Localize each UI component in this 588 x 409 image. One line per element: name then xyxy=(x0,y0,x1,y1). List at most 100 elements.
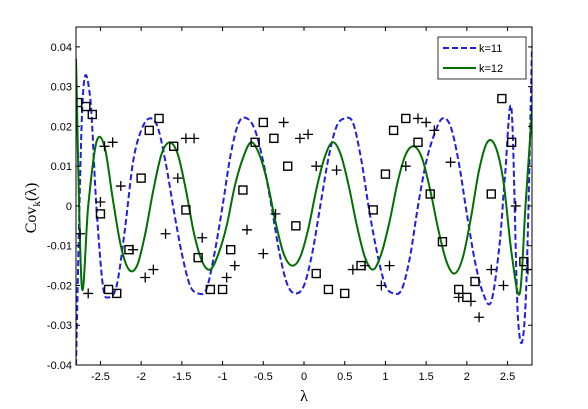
square-marker xyxy=(368,205,378,215)
plus-marker xyxy=(160,228,171,239)
x-tick-label: -0.5 xyxy=(254,371,273,383)
plus-marker xyxy=(197,232,208,243)
square-marker xyxy=(323,284,334,295)
square-marker xyxy=(497,93,507,104)
square-marker xyxy=(258,117,268,128)
square-marker xyxy=(340,288,350,299)
plus-marker xyxy=(510,200,521,211)
square-marker xyxy=(144,125,154,136)
plus-marker xyxy=(311,161,322,172)
series-line-k12 xyxy=(76,58,532,296)
plus-marker xyxy=(99,141,110,152)
marker-layer xyxy=(76,93,532,323)
plus-marker xyxy=(486,264,497,275)
plus-marker xyxy=(242,224,252,235)
y-tick-label: -0.04 xyxy=(47,360,72,372)
square-marker xyxy=(269,133,279,144)
plus-marker xyxy=(376,280,387,291)
x-tick-label: 2 xyxy=(464,371,470,383)
y-tick-label: 0 xyxy=(66,201,72,213)
legend: k=11 k=12 xyxy=(437,36,527,80)
plus-marker xyxy=(172,173,183,184)
plus-marker xyxy=(474,312,485,323)
y-axis: -0.04 -0.03 -0.02 -0.01 0 0.01 0.02 0.03 0.04 xyxy=(47,42,532,372)
plus-marker xyxy=(384,260,395,271)
plus-marker xyxy=(270,208,281,219)
y-axis-label-sub: k xyxy=(31,201,43,207)
plus-marker xyxy=(258,248,269,259)
plus-marker xyxy=(107,137,118,148)
legend-box xyxy=(437,36,527,80)
x-tick-label: 0.5 xyxy=(337,371,352,383)
y-tick-label: 0.03 xyxy=(51,82,72,94)
square-marker xyxy=(238,185,248,195)
plus-marker xyxy=(83,288,94,299)
y-tick-label: -0.01 xyxy=(47,241,72,253)
square-marker xyxy=(437,237,448,247)
square-marker xyxy=(470,276,480,287)
plus-marker xyxy=(95,196,106,207)
square-marker xyxy=(401,113,411,124)
plus-marker xyxy=(453,292,464,303)
y-tick-label: -0.02 xyxy=(47,280,72,292)
plus-marker xyxy=(498,280,509,291)
plus-marker xyxy=(400,161,411,172)
square-marker xyxy=(205,284,216,295)
plus-marker xyxy=(229,260,240,271)
plus-marker xyxy=(522,264,532,275)
y-tick-label: 0.01 xyxy=(51,161,72,173)
series-line-k11 xyxy=(76,46,532,365)
square-marker xyxy=(291,221,301,231)
square-marker xyxy=(250,137,260,148)
square-marker xyxy=(95,209,106,219)
x-tick-label: -2.5 xyxy=(91,371,110,383)
plus-marker xyxy=(347,264,358,275)
plus-marker xyxy=(465,296,476,307)
x-axis: -2.5 -2 -1.5 -1 -0.5 0 0.5 1 1.5 2 2.5 xyxy=(91,27,515,383)
square-marker xyxy=(226,244,236,255)
y-axis-label-main: Cov xyxy=(23,207,40,234)
plus-marker xyxy=(189,133,200,144)
square-marker xyxy=(506,137,517,148)
plus-marker xyxy=(445,157,456,168)
square-marker xyxy=(413,137,423,148)
plus-marker xyxy=(140,272,151,283)
x-tick-label: 1.5 xyxy=(418,371,433,383)
x-axis-label: λ xyxy=(300,388,308,405)
y-axis-label-arg: (λ) xyxy=(23,183,40,201)
y-tick-label: -0.03 xyxy=(47,320,72,332)
series-layer xyxy=(76,46,532,365)
plus-marker xyxy=(278,117,289,128)
plus-marker xyxy=(148,264,159,275)
plus-marker xyxy=(421,117,432,128)
square-marker xyxy=(519,256,529,267)
plus-marker xyxy=(115,181,126,192)
legend-label-k11: k=11 xyxy=(479,43,502,55)
square-marker xyxy=(136,173,146,183)
square-marker xyxy=(425,189,435,199)
square-marker xyxy=(217,284,228,295)
plus-marker xyxy=(429,125,440,136)
square-marker xyxy=(181,205,191,215)
x-tick-label: -2 xyxy=(136,371,146,383)
legend-label-k12: k=12 xyxy=(479,63,503,75)
x-tick-label: -1.5 xyxy=(172,371,191,383)
y-tick-label: 0.04 xyxy=(51,42,72,54)
plus-marker xyxy=(128,244,138,255)
x-tick-label: -1 xyxy=(218,371,228,383)
y-tick-label: 0.02 xyxy=(51,121,72,133)
plus-marker xyxy=(303,129,314,140)
plus-marker xyxy=(76,228,86,239)
x-tick-label: 1 xyxy=(382,371,388,383)
plus-marker xyxy=(221,272,232,283)
square-marker xyxy=(193,252,203,263)
plus-marker xyxy=(360,260,371,271)
y-axis-label: Covk(λ) xyxy=(23,183,43,234)
square-marker xyxy=(112,288,122,299)
x-tick-label: 2.5 xyxy=(500,371,515,383)
plus-marker xyxy=(413,113,423,124)
square-marker xyxy=(486,189,496,199)
square-marker xyxy=(154,113,164,124)
x-tick-label: 0 xyxy=(301,371,307,383)
